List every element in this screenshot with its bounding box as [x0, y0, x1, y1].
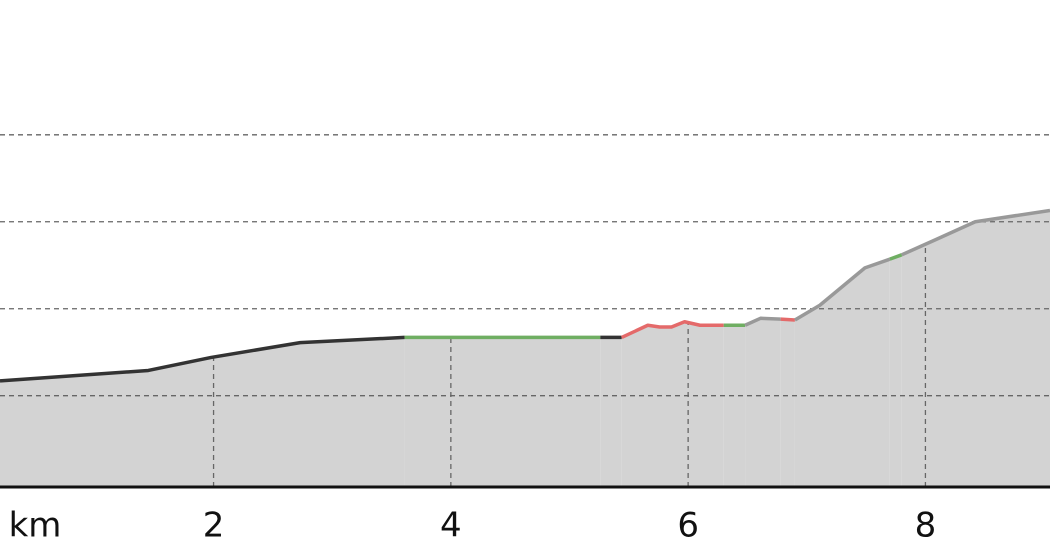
profile-line: [744, 316, 781, 327]
x-tick-label: 4: [440, 506, 462, 546]
profile-line: [620, 320, 724, 340]
profile-area: [780, 319, 795, 487]
profile-area: [404, 337, 601, 487]
profile-line: [780, 317, 796, 322]
profile-area: [600, 337, 622, 487]
x-tick-label: 6: [677, 506, 699, 546]
profile-line: [794, 257, 891, 322]
profile-area: [621, 321, 724, 487]
profile-area: [901, 210, 1050, 488]
profile-line: [900, 208, 1050, 257]
profile-line: [889, 253, 903, 261]
profile-area: [889, 254, 902, 487]
profile-area: [794, 259, 890, 487]
x-tick-label: 2: [203, 506, 225, 546]
profile-area: [723, 325, 746, 487]
x-tick-label: 8: [915, 506, 937, 546]
profile-line: [0, 335, 405, 383]
x-unit-label: km: [9, 506, 62, 546]
profile-area: [745, 318, 781, 487]
